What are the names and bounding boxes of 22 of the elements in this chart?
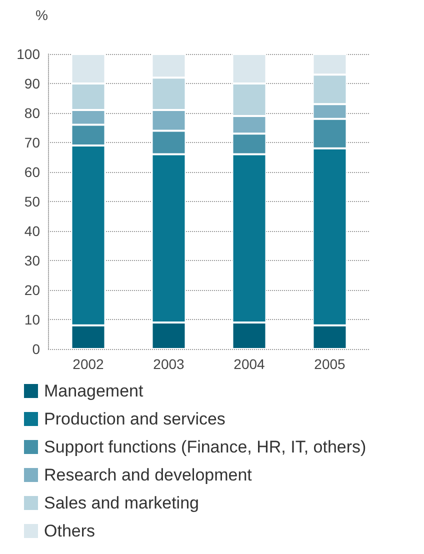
y-tick-label: 70 [24, 134, 40, 150]
y-tick-label: 100 [16, 46, 40, 62]
y-tick-label: 20 [24, 282, 40, 298]
x-tick-label: 2004 [234, 356, 266, 372]
y-tick-label: 10 [24, 312, 40, 328]
y-tick-label: 80 [24, 105, 40, 121]
legend-label: Support functions (Finance, HR, IT, others) [44, 438, 366, 456]
x-tick-label: 2003 [153, 356, 185, 372]
y-tick-label: 30 [24, 252, 40, 268]
x-tick-label: 2002 [72, 356, 104, 372]
y-tick-label: 50 [24, 194, 40, 210]
legend-label: Research and development [44, 466, 252, 484]
legend-label: Others [44, 522, 96, 540]
legend-label: Sales and marketing [44, 494, 199, 512]
y-tick-label: 0 [32, 341, 40, 357]
x-tick-label: 2005 [314, 356, 346, 372]
legend-label: Production and services [44, 410, 226, 428]
y-tick-label: 90 [24, 76, 40, 92]
legend-label: Management [44, 382, 144, 400]
y-axis-title: % [36, 7, 48, 23]
y-tick-label: 60 [24, 164, 40, 180]
y-tick-label: 40 [24, 223, 40, 239]
